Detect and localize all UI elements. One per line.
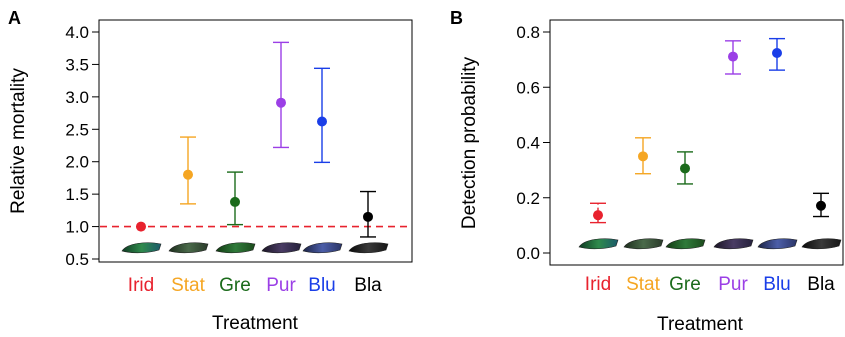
panel-a: A 0.5 1.0 1.5 2.0 2.5 3.0 3.5 4.0 Relative mort… xyxy=(8,8,413,334)
y-tick-label: 2.5 xyxy=(65,120,89,139)
wing-icon xyxy=(121,242,162,254)
data-point xyxy=(638,151,648,162)
wing-icon xyxy=(665,238,706,250)
y-tick-label: 0.6 xyxy=(516,78,540,97)
x-axis-label-a: Treatment xyxy=(212,313,299,334)
data-point xyxy=(816,200,826,211)
x-tick-label: Irid xyxy=(128,275,154,296)
wing-icon xyxy=(348,242,389,254)
wing-icon xyxy=(302,242,343,254)
error-bar xyxy=(314,67,330,164)
plot-frame-b xyxy=(549,19,844,266)
panel-b: B 0.00.20.40.60.8 Detection probability … xyxy=(450,8,844,335)
y-axis-label-b: Detection probability xyxy=(459,56,480,229)
y-tick-label: 1.5 xyxy=(65,185,89,204)
wing-icon xyxy=(215,242,256,254)
y-tick-label: 4.0 xyxy=(65,23,89,42)
y-tick-label: 3.5 xyxy=(65,55,89,74)
x-tick-label: Stat xyxy=(171,275,206,296)
x-tick-label: Pur xyxy=(266,275,296,296)
y-tick-label: 2.0 xyxy=(65,153,89,172)
y-tick-label: 0.8 xyxy=(516,23,540,42)
data-point xyxy=(276,97,286,108)
data-point xyxy=(136,221,146,232)
data-point xyxy=(772,47,782,58)
panel-label-b: B xyxy=(450,8,463,28)
x-tick-label: Gre xyxy=(219,275,251,296)
x-tick-label: Blu xyxy=(308,275,335,296)
y-tick-label: 0.0 xyxy=(516,244,540,263)
y-axis-b: 0.0 0.2 0.4 0.6 0.8 xyxy=(516,23,551,263)
error-bar xyxy=(590,202,606,224)
x-tick-label: Blu xyxy=(763,274,790,295)
wing-icon xyxy=(713,238,754,250)
wing-icon xyxy=(261,242,302,254)
x-axis-label-b: Treatment xyxy=(657,314,744,335)
data-point xyxy=(230,196,240,207)
data-point xyxy=(728,51,738,62)
data-point xyxy=(680,163,690,174)
y-tick-label: 3.0 xyxy=(65,88,89,107)
wing-icon xyxy=(578,238,619,250)
x-tick-label: Stat xyxy=(626,274,661,295)
data-point xyxy=(183,169,193,180)
plot-frame-a xyxy=(98,19,413,263)
wing-icon xyxy=(623,238,664,250)
wing-icon xyxy=(757,238,798,250)
x-tick-label: Gre xyxy=(669,274,701,295)
wing-icon xyxy=(168,242,209,254)
wing-icon xyxy=(801,238,842,250)
data-point xyxy=(317,116,327,127)
y-tick-label: 1.0 xyxy=(65,218,89,237)
y-axis-label-a: Relative mortality xyxy=(8,68,29,214)
x-tick-label: Bla xyxy=(354,275,382,296)
y-tick-label: 0.4 xyxy=(516,134,540,153)
data-point xyxy=(593,210,603,221)
panel-label-a: A xyxy=(8,8,21,28)
x-tick-label: Irid xyxy=(585,274,611,295)
error-bar xyxy=(273,41,289,149)
data-point xyxy=(363,211,373,222)
x-tick-label: Bla xyxy=(807,274,835,295)
y-tick-label: 0.5 xyxy=(65,250,89,269)
x-tick-label: Pur xyxy=(718,274,748,295)
y-tick-label: 0.2 xyxy=(516,189,540,208)
y-axis-a: 0.5 1.0 1.5 2.0 2.5 3.0 3.5 4.0 xyxy=(65,23,100,269)
